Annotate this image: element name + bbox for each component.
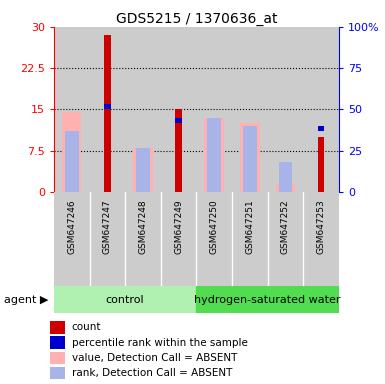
Bar (207, 118, 221, 192)
Bar (65, 131, 79, 192)
Bar (232, 192, 268, 286)
Text: value, Detection Call = ABSENT: value, Detection Call = ABSENT (72, 353, 237, 363)
Bar (278, 162, 292, 192)
Bar (54, 286, 196, 313)
Text: GSM647251: GSM647251 (245, 200, 254, 254)
Text: GSM647247: GSM647247 (103, 200, 112, 254)
Bar (232, 27, 268, 192)
Bar (125, 27, 161, 192)
FancyBboxPatch shape (50, 367, 65, 379)
Bar (90, 27, 125, 192)
Bar (62, 112, 82, 192)
Bar (318, 126, 324, 131)
Bar (276, 184, 295, 192)
Bar (161, 192, 196, 286)
Bar (90, 192, 125, 286)
FancyBboxPatch shape (50, 321, 65, 334)
Bar (318, 137, 324, 192)
Bar (54, 27, 90, 192)
Bar (204, 118, 224, 192)
Bar (175, 109, 182, 192)
Bar (175, 118, 182, 123)
Text: rank, Detection Call = ABSENT: rank, Detection Call = ABSENT (72, 368, 232, 378)
Bar (268, 192, 303, 286)
Text: GSM647249: GSM647249 (174, 200, 183, 254)
Bar (125, 192, 161, 286)
Text: GSM647252: GSM647252 (281, 200, 290, 254)
Bar (240, 123, 259, 192)
Bar (196, 286, 339, 313)
Text: GSM647250: GSM647250 (210, 200, 219, 254)
Text: agent ▶: agent ▶ (4, 295, 48, 305)
FancyBboxPatch shape (50, 351, 65, 364)
Text: GSM647248: GSM647248 (139, 200, 147, 254)
Bar (133, 148, 153, 192)
Bar (54, 192, 90, 286)
Bar (196, 192, 232, 286)
FancyBboxPatch shape (50, 336, 65, 349)
Bar (161, 27, 196, 192)
Bar (268, 27, 303, 192)
Text: hydrogen-saturated water: hydrogen-saturated water (194, 295, 341, 305)
Title: GDS5215 / 1370636_at: GDS5215 / 1370636_at (116, 12, 277, 26)
Bar (136, 148, 150, 192)
Bar (243, 126, 257, 192)
Text: count: count (72, 322, 101, 332)
Text: control: control (106, 295, 144, 305)
Bar (104, 35, 110, 192)
Text: GSM647253: GSM647253 (316, 200, 325, 254)
Text: percentile rank within the sample: percentile rank within the sample (72, 338, 248, 348)
Bar (196, 27, 232, 192)
Bar (303, 192, 339, 286)
Text: GSM647246: GSM647246 (67, 200, 76, 254)
Bar (303, 27, 339, 192)
Bar (104, 104, 110, 109)
